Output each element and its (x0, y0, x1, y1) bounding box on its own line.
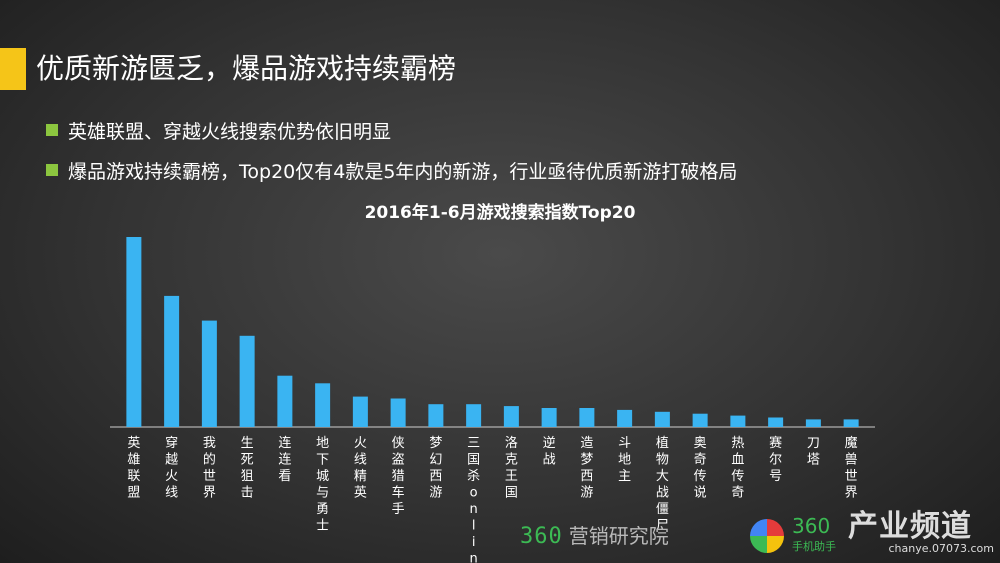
x-tick-label: 刀塔 (807, 436, 820, 468)
bar-1 (126, 237, 142, 427)
logo-institute-text: 营销研究院 (568, 524, 669, 548)
bar-20 (843, 419, 859, 427)
x-tick-label: 热血传奇 (731, 436, 744, 501)
mobile-assistant-sub: 手机助手 (792, 540, 836, 553)
x-tick-label: 奥奇传说 (694, 436, 707, 501)
bar-18 (768, 417, 784, 427)
x-tick-label: 地下城与勇士 (316, 436, 329, 534)
x-tick-label: 赛尔号 (769, 435, 782, 484)
bullet-text: 爆品游戏持续霸榜，Top20仅有4款是5年内的新游，行业亟待优质新游打破格局 (68, 160, 738, 183)
bar-2 (164, 295, 180, 427)
x-tick-label: 侠盗猎车手 (392, 436, 405, 517)
x-tick-label: 穿越火线 (165, 435, 178, 501)
x-tick-label: 植物大战僵尸 (656, 436, 669, 534)
bar-3 (201, 320, 217, 427)
x-tick-label: 逆战 (543, 435, 556, 468)
page-title: 优质新游匮乏，爆品游戏持续霸榜 (36, 52, 457, 85)
bullet-text: 英雄联盟、穿越火线搜索优势依旧明显 (68, 120, 392, 143)
bar-11 (503, 406, 519, 427)
bar-12 (541, 408, 557, 427)
mobile-assistant-icon (750, 519, 784, 553)
bullet-square-icon (46, 124, 58, 136)
bar-10 (466, 404, 482, 427)
marketing-institute-logo: 360 营销研究院 (520, 520, 669, 549)
bullet-item: 爆品游戏持续霸榜，Top20仅有4款是5年内的新游，行业亟待优质新游打破格局 (46, 150, 737, 190)
bar-15 (654, 411, 670, 427)
bullet-list: 英雄联盟、穿越火线搜索优势依旧明显 爆品游戏持续霸榜，Top20仅有4款是5年内… (46, 110, 737, 190)
bar-7 (352, 396, 368, 427)
x-tick-label: 火线精英 (354, 436, 367, 501)
x-tick-label: 生死狙击 (241, 436, 254, 501)
bar-5 (277, 375, 293, 427)
x-tick-label: 造梦西游 (580, 436, 593, 501)
bar-6 (315, 383, 331, 427)
x-tick-label: 英雄联盟 (127, 436, 140, 501)
bar-9 (428, 404, 444, 427)
x-tick-label: 洛克王国 (505, 436, 518, 501)
x-tick-label: 斗地主 (618, 436, 631, 484)
bar-16 (692, 413, 708, 427)
bullet-item: 英雄联盟、穿越火线搜索优势依旧明显 (46, 110, 737, 150)
logo-360-text: 360 (520, 524, 563, 549)
watermark: 产业频道 chanye.07073.com (848, 510, 994, 560)
bar-14 (617, 409, 633, 427)
watermark-title: 产业频道 (848, 509, 972, 544)
x-tick-label: 三国杀online (467, 436, 480, 563)
bar-8 (390, 398, 406, 427)
chart-title: 2016年1-6月游戏搜索指数Top20 (364, 203, 636, 223)
bar-13 (579, 408, 595, 427)
title-accent-bar (0, 48, 26, 90)
watermark-url: chanye.07073.com (888, 542, 995, 555)
x-tick-label: 连连看 (278, 435, 291, 484)
mobile-assistant-logo: 360 (792, 514, 831, 538)
bar-17 (730, 415, 746, 427)
x-tick-label: 梦幻西游 (429, 436, 442, 501)
bullet-square-icon (46, 164, 58, 176)
x-tick-label: 魔兽世界 (845, 436, 858, 501)
x-tick-label: 我的世界 (203, 436, 216, 501)
bar-19 (805, 419, 821, 427)
bar-4 (239, 335, 255, 427)
